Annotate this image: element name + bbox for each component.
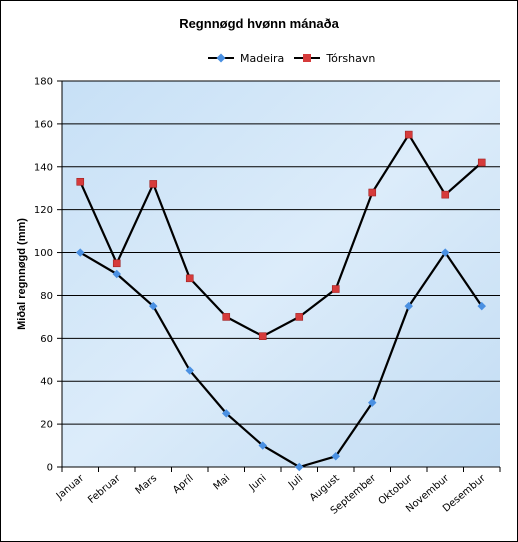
data-point	[222, 313, 231, 321]
y-tick-label: 160	[34, 119, 53, 130]
series-line-tórshavn	[79, 133, 483, 338]
x-tick-label: Januar	[54, 472, 87, 502]
data-point	[477, 158, 486, 167]
x-tick-label: Mai	[212, 473, 233, 493]
chart-title: Regnnøgd hvønn mánaða	[179, 16, 339, 31]
data-point	[112, 269, 121, 279]
y-axis-label: Miðal regnnøgd (mm)	[16, 218, 28, 330]
y-tick-label: 180	[34, 77, 53, 88]
x-tick-label: Mars	[134, 473, 160, 497]
legend-swatch-torshavn	[294, 52, 321, 64]
data-point	[404, 130, 413, 139]
data-point	[76, 177, 85, 186]
plot-area	[62, 81, 500, 467]
y-tick-label: 100	[34, 248, 53, 259]
data-point	[331, 452, 340, 461]
data-point	[295, 462, 304, 472]
data-point	[331, 285, 340, 293]
y-tick-label: 0	[47, 463, 53, 474]
x-tick-label: Februar	[86, 472, 123, 506]
data-point	[76, 248, 85, 257]
x-tick-label: Juli	[286, 473, 305, 492]
series-line-madeira	[79, 251, 483, 469]
data-point	[441, 190, 450, 199]
data-point	[149, 180, 158, 188]
y-tick-label: 60	[40, 334, 53, 345]
data-point	[185, 274, 194, 283]
legend-swatch-madeira	[208, 52, 234, 64]
legend-label-torshavn: Tórshavn	[326, 51, 376, 65]
data-point	[368, 398, 377, 407]
x-tick-label: Apríl	[170, 472, 195, 496]
data-point	[112, 259, 121, 268]
legend-item-madeira: Madeira	[208, 52, 284, 65]
data-point	[477, 301, 486, 311]
y-tick-label: 140	[34, 162, 53, 173]
x-tick-label: Juni	[247, 473, 269, 494]
data-point	[258, 441, 267, 450]
data-point	[368, 188, 377, 197]
data-point	[258, 332, 267, 340]
y-tick-label: 80	[40, 291, 53, 302]
legend-label-madeira: Madeira	[240, 51, 285, 65]
data-point	[404, 301, 413, 311]
data-point	[295, 313, 304, 321]
data-point	[222, 409, 231, 418]
data-point	[149, 301, 158, 311]
legend-item-torshavn: Tórshavn	[294, 52, 375, 65]
data-point	[441, 248, 450, 257]
x-tick-label: August	[308, 473, 342, 504]
legend: Madeira Tórshavn	[208, 50, 385, 66]
y-tick-label: 20	[40, 420, 53, 431]
y-tick-label: 40	[40, 377, 53, 388]
data-point	[185, 366, 194, 375]
y-tick-label: 120	[34, 205, 53, 216]
